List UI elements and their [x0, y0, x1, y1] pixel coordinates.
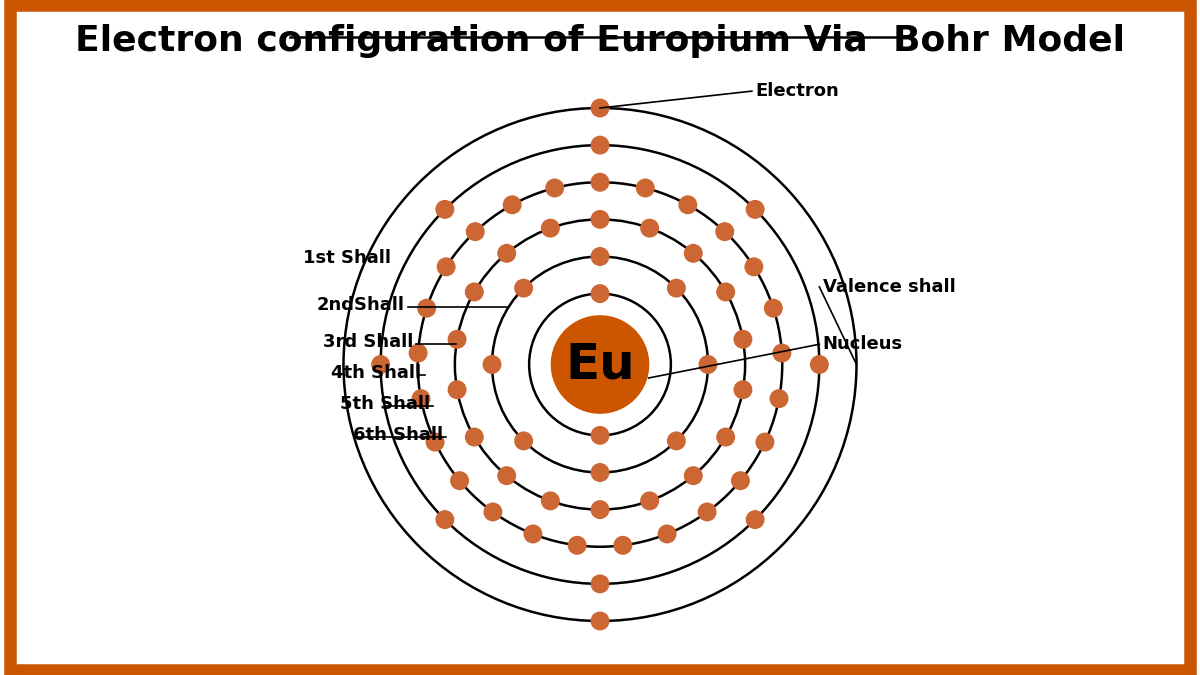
Circle shape [746, 511, 764, 529]
Circle shape [541, 219, 559, 237]
Circle shape [641, 219, 659, 237]
Circle shape [592, 136, 608, 154]
Text: 6th Shall: 6th Shall [353, 427, 443, 444]
Circle shape [773, 344, 791, 362]
Circle shape [484, 356, 500, 373]
Text: 3rd Shall: 3rd Shall [323, 333, 413, 351]
Circle shape [746, 200, 764, 218]
Circle shape [592, 211, 608, 228]
Text: 1st Shall: 1st Shall [302, 249, 391, 267]
Circle shape [592, 464, 608, 481]
Text: Electron: Electron [755, 82, 839, 100]
Circle shape [418, 300, 436, 317]
Circle shape [614, 537, 631, 554]
Circle shape [667, 279, 685, 297]
Circle shape [716, 284, 734, 301]
Circle shape [698, 503, 716, 520]
Circle shape [498, 244, 516, 262]
Circle shape [764, 300, 782, 317]
Circle shape [426, 433, 444, 451]
Circle shape [524, 525, 541, 543]
Circle shape [700, 356, 716, 373]
Circle shape [436, 511, 454, 529]
Circle shape [592, 248, 608, 265]
Circle shape [684, 467, 702, 485]
Text: 4th Shall: 4th Shall [331, 364, 421, 381]
Circle shape [734, 381, 751, 398]
Circle shape [466, 283, 484, 300]
Circle shape [413, 390, 430, 408]
Circle shape [636, 179, 654, 196]
Text: Valence shall: Valence shall [823, 278, 955, 296]
Circle shape [592, 173, 608, 191]
Text: 5th Shall: 5th Shall [340, 396, 430, 413]
Circle shape [641, 492, 659, 510]
Circle shape [592, 575, 608, 593]
Circle shape [679, 196, 696, 213]
Circle shape [515, 279, 533, 297]
Circle shape [716, 223, 733, 240]
Text: Nucleus: Nucleus [823, 335, 902, 353]
Circle shape [592, 285, 608, 302]
Circle shape [541, 492, 559, 510]
Circle shape [734, 331, 751, 348]
Circle shape [449, 331, 466, 348]
Circle shape [546, 179, 564, 196]
Circle shape [592, 501, 608, 518]
Text: Electron configuration of Europium Via  Bohr Model: Electron configuration of Europium Via B… [74, 24, 1126, 57]
Circle shape [437, 258, 455, 275]
Circle shape [515, 432, 533, 450]
Circle shape [504, 196, 521, 213]
Circle shape [449, 381, 466, 398]
Circle shape [409, 344, 427, 362]
Circle shape [484, 503, 502, 520]
Circle shape [745, 258, 763, 275]
Text: 2ndShall: 2ndShall [317, 296, 404, 314]
Circle shape [770, 390, 787, 408]
Circle shape [451, 472, 468, 489]
Circle shape [667, 432, 685, 450]
Circle shape [467, 223, 484, 240]
Circle shape [811, 356, 828, 373]
Circle shape [436, 200, 454, 218]
Circle shape [592, 99, 608, 117]
Circle shape [732, 472, 749, 489]
Circle shape [684, 244, 702, 262]
Circle shape [592, 612, 608, 630]
Circle shape [592, 427, 608, 444]
Circle shape [372, 356, 389, 373]
Circle shape [466, 428, 484, 446]
Text: Eu: Eu [565, 340, 635, 389]
Circle shape [498, 467, 516, 485]
Circle shape [716, 429, 734, 446]
Circle shape [659, 525, 676, 543]
Circle shape [552, 316, 649, 413]
Circle shape [569, 537, 586, 554]
Circle shape [756, 433, 774, 451]
